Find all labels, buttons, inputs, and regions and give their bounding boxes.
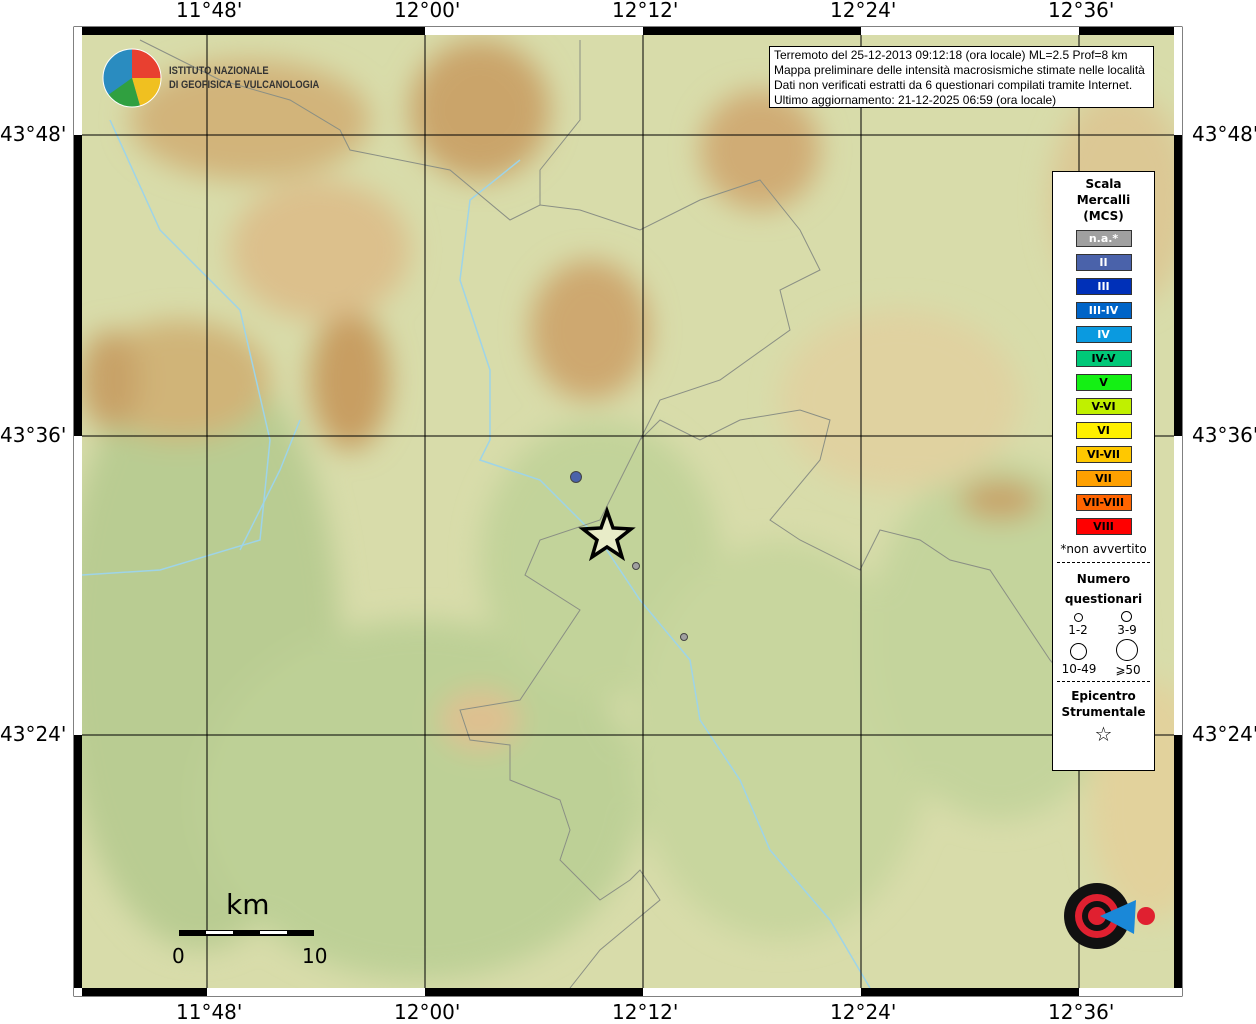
event-info-box: Terremoto del 25-12-2013 09:12:18 (ora l… xyxy=(769,46,1154,108)
size-label: 10-49 xyxy=(1061,662,1097,676)
legend-swatch: VI-VII xyxy=(1075,446,1132,463)
size-label: 1-2 xyxy=(1068,623,1088,637)
epicenter-title-line: Epicentro xyxy=(1071,689,1136,703)
lon-tick-top: 12°12' xyxy=(612,0,679,22)
scale-max: 10 xyxy=(302,944,328,968)
observation-points xyxy=(570,471,688,641)
lon-tick-bottom: 11°48' xyxy=(176,1000,243,1024)
scale-bar xyxy=(179,930,314,936)
lon-tick-top: 12°24' xyxy=(830,0,897,22)
lat-tick-right: 43°36' xyxy=(1192,423,1256,447)
lat-tick-left: 43°48' xyxy=(0,122,67,146)
lat-tick-right: 43°48' xyxy=(1192,122,1256,146)
legend-title-line: (MCS) xyxy=(1083,209,1124,223)
count-title-line: questionari xyxy=(1064,592,1143,606)
legend-swatch: IV-V xyxy=(1075,350,1132,367)
borders xyxy=(139,39,1101,988)
legend-swatch: VI xyxy=(1075,422,1132,439)
observation-point[interactable] xyxy=(570,471,582,483)
lon-tick-top: 11°48' xyxy=(176,0,243,22)
lat-tick-left: 43°24' xyxy=(0,722,67,746)
hst-logo xyxy=(1064,883,1155,949)
legend-swatch: n.a.* xyxy=(1075,230,1132,247)
lon-tick-top: 12°00' xyxy=(394,0,461,22)
legend-swatch: V xyxy=(1075,374,1132,391)
terrain-relief xyxy=(82,35,1174,988)
count-sizes: 1-2 3-9 10-49 ⩾50 xyxy=(1053,609,1154,679)
legend-swatches: n.a.* II III III-IV IV IV-V V V-VI VI VI-VII VII VI… xyxy=(1053,230,1154,535)
size-circle-icon xyxy=(1121,611,1132,622)
legend-note: *non avvertito xyxy=(1060,542,1147,556)
epicenter-star[interactable] xyxy=(578,505,636,562)
event-info-line: Mappa preliminare delle intensità macros… xyxy=(774,63,1145,77)
map-frame xyxy=(73,26,1183,997)
epicenter-title-line: Strumentale xyxy=(1061,705,1146,719)
event-info-line: Dati non verificati estratti da 6 questi… xyxy=(774,78,1133,92)
count-title-line: Numero xyxy=(1076,572,1131,586)
mcs-legend: Scala Mercalli (MCS) n.a.* II III III-IV IV I… xyxy=(1052,171,1155,771)
legend-swatch: VII-VIII xyxy=(1075,494,1132,511)
legend-swatch: VIII xyxy=(1075,518,1132,535)
lon-tick-bottom: 12°12' xyxy=(612,1000,679,1024)
lon-tick-bottom: 12°36' xyxy=(1048,1000,1115,1024)
ingv-logo-globe xyxy=(102,48,162,108)
lat-tick-right: 43°24' xyxy=(1192,722,1256,746)
lon-tick-bottom: 12°24' xyxy=(830,1000,897,1024)
legend-swatch: V-VI xyxy=(1075,398,1132,415)
scale-unit: km xyxy=(226,888,270,921)
count-title: Numero questionari xyxy=(1053,569,1154,609)
epicenter-title: Epicentro Strumentale xyxy=(1053,688,1154,720)
legend-swatch: III xyxy=(1075,278,1132,295)
legend-title: Scala Mercalli (MCS) xyxy=(1053,176,1154,224)
lon-tick-bottom: 12°00' xyxy=(394,1000,461,1024)
size-circle-icon xyxy=(1116,639,1138,661)
ingv-logo-text: ISTITUTO NAZIONALE DI GEOFISICA E VULCAN… xyxy=(169,64,319,92)
size-circle-icon xyxy=(1070,643,1087,660)
legend-title-line: Scala xyxy=(1085,177,1122,191)
legend-swatch: IV xyxy=(1075,326,1132,343)
size-label: 3-9 xyxy=(1117,623,1137,637)
scale-min: 0 xyxy=(172,944,185,968)
observation-point[interactable] xyxy=(680,633,688,641)
lon-tick-top: 12°36' xyxy=(1048,0,1115,22)
star-icon: ☆ xyxy=(1094,722,1113,746)
ingv-logo-line: DI GEOFISICA E VULCANOLOGIA xyxy=(169,79,320,91)
size-label: ⩾50 xyxy=(1115,663,1141,677)
event-info-line: Terremoto del 25-12-2013 09:12:18 (ora l… xyxy=(774,48,1128,62)
event-info-line: Ultimo aggiornamento: 21-12-2025 06:59 (… xyxy=(774,93,1057,107)
size-circle-icon xyxy=(1074,613,1083,622)
legend-divider xyxy=(1057,681,1150,682)
ingv-logo-line: ISTITUTO NAZIONALE xyxy=(169,65,269,77)
lat-tick-left: 43°36' xyxy=(0,423,67,447)
legend-swatch: III-IV xyxy=(1075,302,1132,319)
legend-divider xyxy=(1057,562,1150,563)
legend-swatch: VII xyxy=(1075,470,1132,487)
legend-swatch: II xyxy=(1075,254,1132,271)
legend-title-line: Mercalli xyxy=(1076,193,1131,207)
observation-point[interactable] xyxy=(632,562,640,570)
graticule xyxy=(82,35,1174,988)
